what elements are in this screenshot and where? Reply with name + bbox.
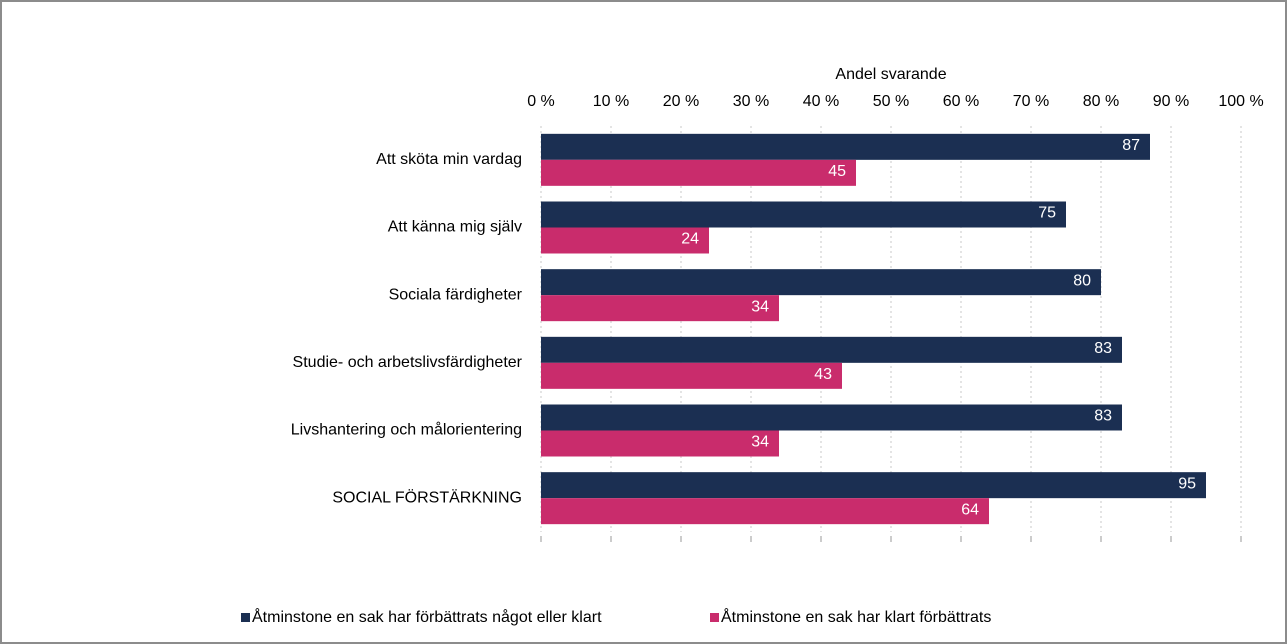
legend-swatch: [241, 613, 250, 622]
y-tick-label: Att känna mig själv: [388, 219, 522, 236]
bar: [541, 336, 1122, 363]
x-tick-label: 0 %: [527, 93, 555, 110]
bar: [541, 404, 1122, 431]
bar: [541, 430, 779, 457]
x-tick-label: 100 %: [1218, 93, 1263, 110]
data-label: 45: [828, 163, 846, 180]
bar: [541, 201, 1066, 228]
data-label: 24: [681, 231, 699, 248]
data-label: 80: [1073, 272, 1091, 289]
x-tick-label: 70 %: [1013, 93, 1049, 110]
legend-swatch: [710, 613, 719, 622]
y-tick-label: Sociala färdigheter: [389, 286, 523, 303]
data-label: 95: [1178, 475, 1196, 492]
data-label: 83: [1094, 340, 1112, 357]
data-label: 64: [961, 501, 979, 518]
x-tick-label: 40 %: [803, 93, 839, 110]
bar: [541, 472, 1206, 499]
x-tick-label: 80 %: [1083, 93, 1119, 110]
bar: [541, 498, 989, 525]
x-tick-label: 30 %: [733, 93, 769, 110]
x-tick-label: 50 %: [873, 93, 909, 110]
data-label: 83: [1094, 408, 1112, 425]
x-tick-label: 10 %: [593, 93, 629, 110]
data-label: 43: [814, 366, 832, 383]
axis-title: Andel svarande: [835, 66, 946, 83]
legend-label: Åtminstone en sak har klart förbättrats: [721, 607, 991, 626]
data-label: 34: [751, 434, 769, 451]
legend-label: Åtminstone en sak har förbättrats något …: [252, 607, 602, 626]
x-tick-label: 90 %: [1153, 93, 1189, 110]
data-label: 34: [751, 298, 769, 315]
x-tick-label: 60 %: [943, 93, 979, 110]
data-label: 87: [1122, 137, 1140, 154]
x-tick-label: 20 %: [663, 93, 699, 110]
y-tick-label: Studie- och arbetslivsfärdigheter: [293, 354, 523, 371]
bar: [541, 362, 842, 389]
bar: [541, 159, 856, 186]
y-tick-label: SOCIAL FÖRSTÄRKNING: [332, 488, 522, 506]
bar: [541, 295, 779, 322]
data-label: 75: [1038, 205, 1056, 222]
y-tick-label: Att sköta min vardag: [376, 151, 522, 168]
bar: [541, 133, 1150, 160]
bar: [541, 269, 1101, 296]
y-tick-label: Livshantering och målorientering: [291, 421, 522, 439]
bar: [541, 227, 709, 254]
